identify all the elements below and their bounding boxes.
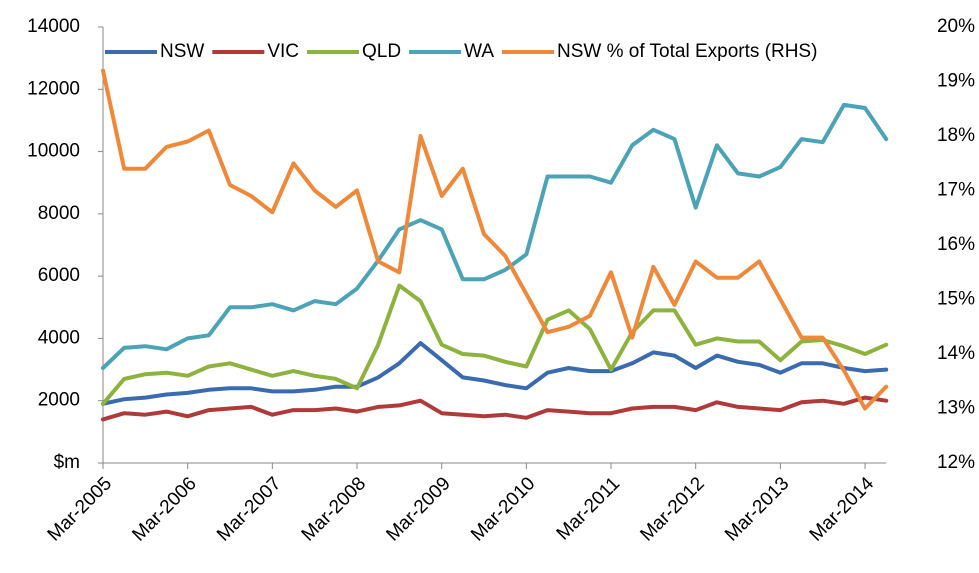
y2-tick-label: 14% <box>937 343 975 364</box>
y-tick-label: 14000 <box>27 16 80 37</box>
y-tick-label: 6000 <box>38 265 80 286</box>
y-tick-label: 8000 <box>38 203 80 224</box>
y-tick-label: 12000 <box>27 78 80 99</box>
series-line <box>101 283 889 406</box>
y-tick-label: 2000 <box>38 390 80 411</box>
x-tick-label: Mar-2008 <box>298 473 370 545</box>
y2-tick-label: 20% <box>937 16 975 37</box>
x-tick-label: Mar-2013 <box>721 473 793 545</box>
y2-tick-label: 19% <box>937 71 975 92</box>
y2-tick-label: 12% <box>937 452 975 473</box>
y2-tick-label: 18% <box>937 125 975 146</box>
y2-tick-label: 16% <box>937 234 975 255</box>
series-line <box>101 68 889 411</box>
legend-label: VIC <box>267 41 299 62</box>
y2-tick-label: 13% <box>937 398 975 419</box>
legend-label: QLD <box>362 41 401 62</box>
x-tick-label: Mar-2009 <box>382 473 454 545</box>
series-line <box>101 395 889 422</box>
y2-tick-label: 17% <box>937 180 975 201</box>
x-tick-label: Mar-2010 <box>467 473 539 545</box>
x-tick-label: Mar-2007 <box>213 473 285 545</box>
legend-label: WA <box>464 41 494 62</box>
x-tick-label: Mar-2005 <box>44 473 116 545</box>
x-tick-label: Mar-2011 <box>553 473 624 544</box>
series-line <box>101 102 889 370</box>
x-tick-label: Mar-2006 <box>128 473 200 545</box>
x-tick-label: Mar-2014 <box>806 473 879 546</box>
y-tick-label: 4000 <box>38 327 80 348</box>
x-tick-label: Mar-2012 <box>636 473 708 545</box>
y-tick-label: 10000 <box>27 141 80 162</box>
y2-tick-label: 15% <box>937 289 975 310</box>
series-line <box>101 341 889 406</box>
y-tick-label: $m <box>54 452 80 473</box>
legend-label: NSW <box>160 41 204 62</box>
legend-label: NSW % of Total Exports (RHS) <box>557 41 817 62</box>
